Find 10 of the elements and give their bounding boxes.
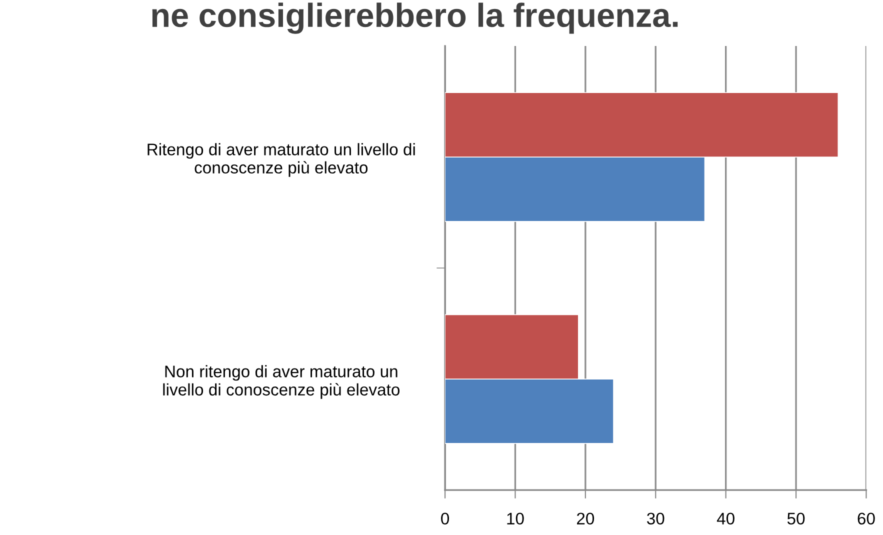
x-tick-label: 60 (858, 512, 875, 525)
x-tick-label: 30 (646, 512, 664, 525)
chart-title: ne consiglierebbero la frequenza. (152, 2, 678, 34)
x-tick-label: 10 (507, 512, 524, 525)
y-tick-label: Non ritengo di aver maturato un livello di conoscenze più elevato (163, 365, 400, 399)
x-tick-label: 50 (787, 512, 805, 525)
x-tick-label: 20 (577, 512, 594, 525)
y-tick-label: Ritengo di aver maturato un livello di conoscenze più elevato (148, 143, 415, 177)
x-tick-label: 40 (716, 512, 734, 525)
x-tick-label: 0 (441, 512, 450, 525)
